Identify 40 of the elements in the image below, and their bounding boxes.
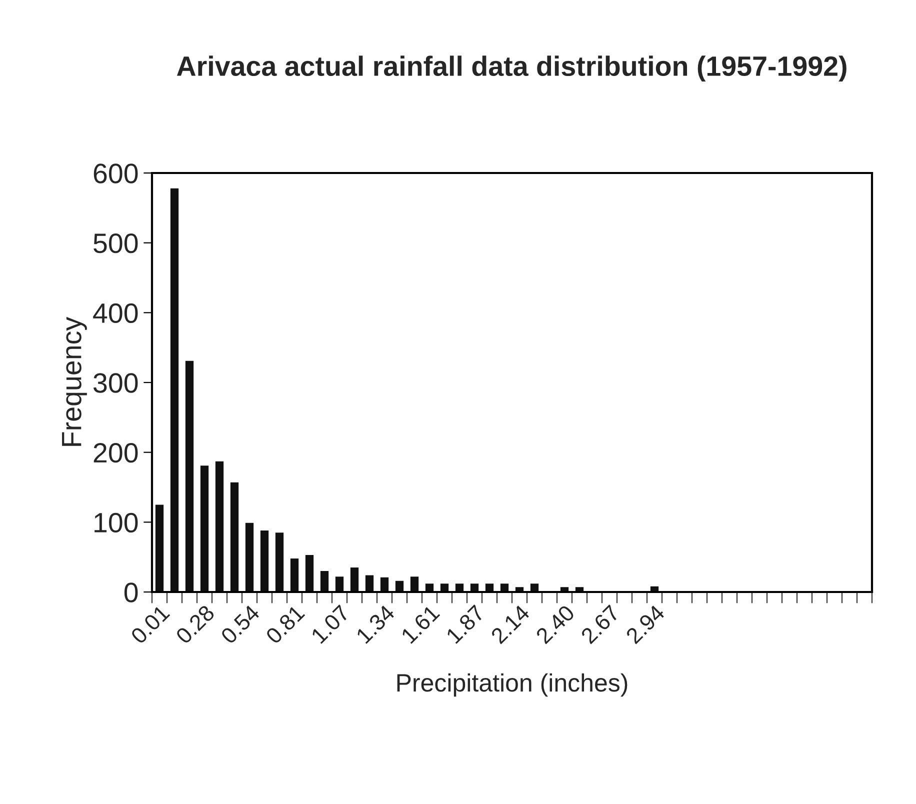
y-axis-title: Frequency: [62, 316, 87, 446]
bar: [440, 584, 449, 592]
y-tick-label: 600: [94, 164, 138, 184]
bar: [380, 577, 389, 592]
bar: [230, 482, 239, 592]
bar: [245, 522, 254, 592]
y-tick-label: 0: [124, 582, 138, 602]
bar: [185, 360, 194, 592]
bar: [215, 461, 224, 592]
bar: [500, 584, 509, 592]
bar: [485, 584, 494, 592]
x-axis-title: Precipitation (inches): [397, 673, 628, 697]
bar: [410, 576, 419, 592]
y-tick-label: 100: [94, 512, 138, 533]
bar: [365, 575, 374, 592]
y-tick-label: 500: [94, 234, 138, 254]
x-tick-label: 0.54: [220, 604, 261, 645]
bar: [305, 554, 314, 592]
x-tick-label: 0.81: [264, 604, 306, 645]
bar: [530, 584, 539, 592]
x-tick-label: 1.61: [400, 604, 440, 644]
y-tick-label: 200: [94, 443, 138, 463]
bar: [320, 571, 329, 592]
chart-title: Arivaca actual rainfall data distribution (1957-1992): [176, 56, 846, 82]
bar: [335, 576, 344, 592]
x-tick-label: 0.28: [174, 604, 216, 645]
bar: [260, 530, 269, 592]
bar: [155, 504, 164, 592]
bar: [395, 580, 404, 592]
bar: [290, 558, 299, 592]
bar: [470, 584, 479, 592]
bar: [425, 584, 434, 592]
y-tick-label: 300: [94, 373, 138, 393]
x-tick-label: 0.01: [130, 604, 170, 645]
bar: [200, 466, 209, 592]
y-tick-label: 400: [93, 303, 138, 324]
bar: [170, 188, 179, 592]
bar: [455, 584, 464, 592]
bar: [275, 532, 284, 592]
bar: [350, 568, 359, 592]
